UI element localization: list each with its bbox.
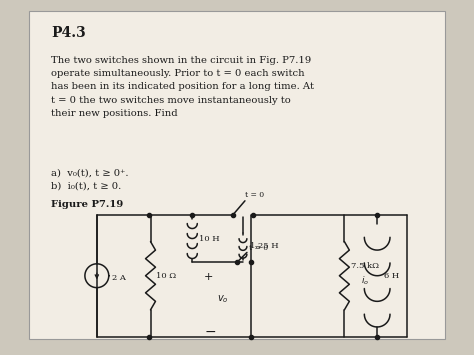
Text: a)  v₀(t), t ≥ 0⁺.: a) v₀(t), t ≥ 0⁺. [51,168,128,177]
Text: $v_o$: $v_o$ [217,294,229,305]
Text: +: + [204,272,214,282]
Text: 10 H: 10 H [199,235,220,242]
Text: −: − [204,325,216,339]
Text: 7.5 kΩ: 7.5 kΩ [351,262,379,270]
Text: t = 0: t = 0 [249,244,268,252]
Text: b)  i₀(t), t ≥ 0.: b) i₀(t), t ≥ 0. [51,182,121,191]
Text: 2 A: 2 A [112,274,126,282]
Text: The two switches shown in the circuit in Fig. P7.19
operate simultaneously. Prio: The two switches shown in the circuit in… [51,56,314,118]
Text: 6 H: 6 H [384,272,400,280]
FancyBboxPatch shape [29,11,445,339]
Text: 10 Ω: 10 Ω [156,272,177,280]
Text: P4.3: P4.3 [51,26,86,40]
Text: $i_o$: $i_o$ [361,274,369,287]
Text: Figure P7.19: Figure P7.19 [51,200,123,209]
Text: t = 0: t = 0 [245,191,264,199]
Text: 1.25 H: 1.25 H [250,242,279,251]
